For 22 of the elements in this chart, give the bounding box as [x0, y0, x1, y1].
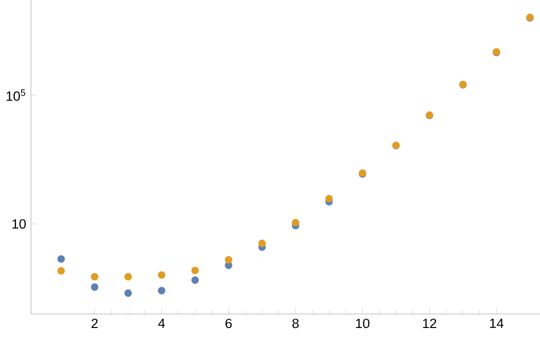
x-tick-label: 14: [490, 318, 504, 328]
point: [224, 256, 232, 264]
x-tick-label: 4: [158, 318, 165, 328]
point: [57, 267, 65, 275]
point: [124, 289, 132, 297]
point: [57, 255, 65, 263]
x-tick-label: 10: [356, 318, 370, 328]
point: [90, 283, 98, 291]
point: [158, 286, 166, 294]
point: [258, 240, 266, 248]
x-tick-label: 12: [423, 318, 436, 328]
point: [191, 276, 199, 284]
point: [158, 271, 166, 279]
point: [90, 272, 98, 280]
point: [191, 266, 199, 274]
point: [124, 272, 132, 280]
x-tick-label: 2: [92, 318, 98, 328]
point: [325, 194, 333, 202]
y-tick-label: 10$^{5}$: [6, 89, 26, 101]
x-tick-label: 6: [226, 318, 232, 328]
x-tick-label: 8: [292, 318, 299, 328]
point: [292, 218, 300, 226]
